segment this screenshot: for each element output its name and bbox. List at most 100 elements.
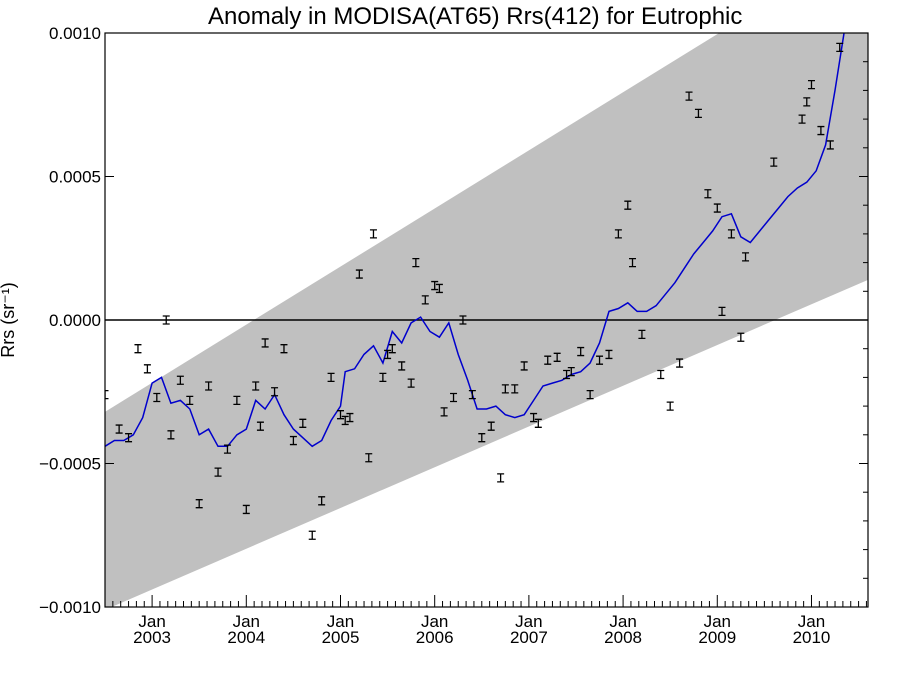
data-point xyxy=(440,407,448,417)
data-point xyxy=(803,97,811,107)
data-point xyxy=(614,229,622,239)
data-point xyxy=(577,346,585,357)
data-point xyxy=(586,389,594,400)
data-point xyxy=(638,329,646,339)
data-point xyxy=(125,433,133,443)
data-point xyxy=(501,384,509,394)
data-point xyxy=(468,389,476,400)
data-point xyxy=(798,114,806,124)
data-point xyxy=(388,344,396,354)
x-tick-month-label: Jan xyxy=(798,612,825,631)
data-point xyxy=(685,91,693,101)
data-point xyxy=(596,355,604,365)
x-tick-month-label: Jan xyxy=(609,612,636,631)
data-point xyxy=(624,200,632,210)
data-point xyxy=(384,349,392,360)
data-point xyxy=(511,384,519,394)
data-point xyxy=(327,372,335,383)
data-point xyxy=(233,395,241,406)
data-point xyxy=(369,229,377,239)
data-point xyxy=(836,42,844,52)
data-point xyxy=(289,435,297,446)
data-point xyxy=(134,344,142,354)
data-point xyxy=(666,401,674,411)
data-point xyxy=(704,189,712,199)
data-point xyxy=(676,358,684,368)
data-point xyxy=(478,433,486,443)
data-point xyxy=(530,412,538,423)
data-point xyxy=(534,418,542,428)
data-point xyxy=(271,387,279,397)
y-tick-label: −0.0010 xyxy=(39,598,101,617)
data-point xyxy=(817,125,825,136)
y-tick-label: 0.0005 xyxy=(49,168,101,187)
data-point xyxy=(487,421,495,431)
data-point xyxy=(694,108,702,119)
data-point xyxy=(242,504,250,515)
data-point xyxy=(379,372,387,383)
chart-title: Anomaly in MODISA(AT65) Rrs(412) for Eut… xyxy=(208,3,742,30)
data-point xyxy=(105,389,109,400)
data-point xyxy=(459,315,467,325)
data-point xyxy=(737,332,745,342)
data-point xyxy=(341,415,349,426)
data-point xyxy=(186,395,194,406)
data-point xyxy=(167,430,175,440)
data-point xyxy=(727,229,735,239)
x-tick-month-label: Jan xyxy=(233,612,260,631)
data-point xyxy=(520,361,528,371)
x-tick-year-label: 2003 xyxy=(133,628,171,647)
data-point xyxy=(143,364,151,374)
data-point xyxy=(252,381,260,391)
data-point xyxy=(563,369,571,380)
data-point xyxy=(398,361,406,371)
data-point xyxy=(195,499,203,509)
data-point xyxy=(318,496,326,506)
x-tick-month-label: Jan xyxy=(421,612,448,631)
data-point xyxy=(308,530,316,540)
data-point xyxy=(553,352,561,362)
data-point xyxy=(153,392,161,403)
data-point xyxy=(629,257,637,268)
data-point xyxy=(605,349,613,360)
y-tick-label: 0.0010 xyxy=(49,24,101,43)
data-point xyxy=(355,269,363,279)
data-point xyxy=(205,381,213,391)
y-tick-label: −0.0005 xyxy=(39,455,101,474)
x-tick-year-label: 2009 xyxy=(698,628,736,647)
x-tick-year-label: 2005 xyxy=(322,628,360,647)
data-point xyxy=(115,424,123,434)
x-tick-month-label: Jan xyxy=(515,612,542,631)
data-point xyxy=(256,421,264,431)
data-point xyxy=(807,80,815,90)
x-tick-year-label: 2006 xyxy=(416,628,454,647)
data-point xyxy=(365,453,373,463)
x-tick-year-label: 2007 xyxy=(510,628,548,647)
data-point xyxy=(497,473,505,483)
data-point xyxy=(421,295,429,305)
x-tick-month-label: Jan xyxy=(327,612,354,631)
data-point xyxy=(742,252,750,262)
x-tick-month-label: Jan xyxy=(704,612,731,631)
data-point xyxy=(431,280,439,291)
data-point xyxy=(261,338,269,348)
data-point xyxy=(280,344,288,354)
data-point xyxy=(713,203,721,213)
data-point xyxy=(657,369,665,380)
x-tick-year-label: 2008 xyxy=(604,628,642,647)
uncertainty-band xyxy=(105,33,868,607)
data-point xyxy=(567,367,575,377)
data-point xyxy=(214,467,222,477)
data-point xyxy=(223,444,231,454)
x-tick-month-label: Jan xyxy=(138,612,165,631)
data-point xyxy=(770,157,778,167)
data-point xyxy=(718,306,726,317)
data-point xyxy=(299,418,307,428)
x-tick-year-label: 2010 xyxy=(793,628,831,647)
data-point xyxy=(435,283,443,294)
data-point xyxy=(162,315,170,325)
data-point xyxy=(450,392,458,403)
data-point xyxy=(176,375,184,385)
data-point xyxy=(412,257,420,268)
